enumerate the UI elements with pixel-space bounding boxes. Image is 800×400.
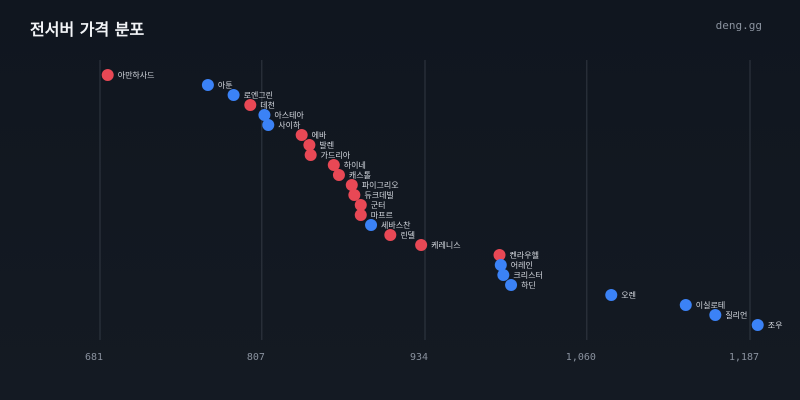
point-marker[interactable] bbox=[348, 189, 361, 201]
x-tick-label: 1,060 bbox=[566, 352, 596, 363]
point-label: 가드리아 bbox=[321, 150, 351, 160]
x-tick-label: 1,187 bbox=[729, 352, 759, 363]
point-label: 데천 bbox=[260, 100, 275, 110]
data-point[interactable]: 마프르 bbox=[354, 209, 393, 221]
point-marker[interactable] bbox=[493, 249, 506, 261]
data-point[interactable]: 아스테아 bbox=[258, 109, 305, 121]
point-label: 캐스톨 bbox=[349, 171, 371, 180]
point-marker[interactable] bbox=[494, 259, 507, 271]
point-label: 하딘 bbox=[521, 280, 536, 290]
data-point[interactable]: 케레니스 bbox=[415, 239, 461, 251]
data-point[interactable]: 린델 bbox=[384, 229, 415, 241]
point-label: 조우 bbox=[768, 321, 783, 330]
data-point[interactable]: 하딘 bbox=[505, 279, 536, 291]
point-marker[interactable] bbox=[605, 289, 618, 301]
point-marker[interactable] bbox=[295, 129, 308, 141]
point-marker[interactable] bbox=[258, 109, 271, 121]
point-label: 어레인 bbox=[511, 260, 533, 270]
page-title: 전서버 가격 분포 bbox=[30, 20, 145, 39]
data-point[interactable]: 어레인 bbox=[494, 259, 533, 271]
point-label: 사이하 bbox=[278, 120, 301, 130]
point-label: 아만하사드 bbox=[118, 70, 155, 80]
point-label: 아툰 bbox=[218, 80, 233, 90]
point-marker[interactable] bbox=[679, 299, 692, 311]
point-marker[interactable] bbox=[709, 309, 722, 321]
point-label: 켄라우헬 bbox=[510, 250, 539, 260]
data-point[interactable]: 조우 bbox=[751, 319, 783, 331]
brand-label: deng.gg bbox=[715, 19, 762, 32]
point-label: 린델 bbox=[400, 230, 415, 240]
data-point[interactable]: 크리스터 bbox=[497, 269, 543, 281]
data-point[interactable]: 로엔그린 bbox=[227, 89, 273, 101]
data-point[interactable]: 가드리아 bbox=[304, 149, 351, 161]
point-label: 크리스터 bbox=[513, 271, 542, 280]
data-point[interactable]: 아툰 bbox=[201, 79, 233, 91]
point-label: 하이네 bbox=[344, 160, 366, 170]
point-label: 듀크데빌 bbox=[364, 190, 393, 200]
point-marker[interactable] bbox=[327, 159, 340, 171]
point-label: 마프르 bbox=[371, 211, 393, 220]
point-marker[interactable] bbox=[101, 69, 114, 81]
data-point[interactable]: 켄라우헬 bbox=[493, 249, 539, 261]
point-marker[interactable] bbox=[262, 119, 275, 131]
data-point[interactable]: 오렌 bbox=[605, 289, 636, 301]
data-point[interactable]: 질리언 bbox=[709, 309, 747, 321]
point-marker[interactable] bbox=[201, 79, 214, 91]
point-label: 오렌 bbox=[621, 290, 636, 300]
point-marker[interactable] bbox=[303, 139, 316, 151]
point-marker[interactable] bbox=[227, 89, 240, 101]
point-marker[interactable] bbox=[365, 219, 378, 231]
data-point[interactable]: 아만하사드 bbox=[101, 69, 155, 81]
point-label: 아스테아 bbox=[274, 110, 304, 120]
data-point[interactable]: 하이네 bbox=[327, 159, 366, 171]
point-label: 이실로테 bbox=[696, 300, 725, 310]
data-point[interactable]: 사이하 bbox=[262, 119, 301, 131]
data-point[interactable]: 파이그리오 bbox=[345, 179, 399, 191]
point-marker[interactable] bbox=[497, 269, 510, 281]
point-marker[interactable] bbox=[332, 169, 345, 181]
x-tick-label: 681 bbox=[85, 352, 103, 363]
point-marker[interactable] bbox=[354, 199, 367, 211]
point-marker[interactable] bbox=[415, 239, 428, 251]
data-point[interactable]: 데천 bbox=[244, 99, 275, 111]
point-label: 군터 bbox=[371, 201, 386, 210]
point-marker[interactable] bbox=[345, 179, 358, 191]
x-tick-label: 934 bbox=[410, 352, 428, 363]
point-label: 에바 bbox=[312, 130, 327, 140]
x-tick-label: 807 bbox=[247, 352, 265, 363]
point-label: 파이그리오 bbox=[362, 180, 399, 190]
point-marker[interactable] bbox=[354, 209, 367, 221]
point-marker[interactable] bbox=[384, 229, 397, 241]
data-point[interactable]: 캐스톨 bbox=[332, 169, 371, 181]
data-point[interactable]: 발렌 bbox=[303, 139, 334, 151]
point-label: 케레니스 bbox=[431, 240, 460, 250]
data-point[interactable]: 듀크데빌 bbox=[348, 189, 394, 201]
point-label: 질리언 bbox=[725, 310, 747, 320]
point-marker[interactable] bbox=[505, 279, 518, 291]
point-label: 세바스찬 bbox=[381, 220, 411, 230]
data-point[interactable]: 세바스찬 bbox=[365, 219, 411, 231]
data-point[interactable]: 에바 bbox=[295, 129, 327, 141]
point-marker[interactable] bbox=[751, 319, 764, 331]
point-marker[interactable] bbox=[244, 99, 257, 111]
point-marker[interactable] bbox=[304, 149, 317, 161]
data-point[interactable]: 군터 bbox=[354, 199, 386, 211]
point-label: 로엔그린 bbox=[244, 90, 273, 100]
data-point[interactable]: 이실로테 bbox=[679, 299, 725, 311]
point-label: 발렌 bbox=[319, 140, 334, 150]
